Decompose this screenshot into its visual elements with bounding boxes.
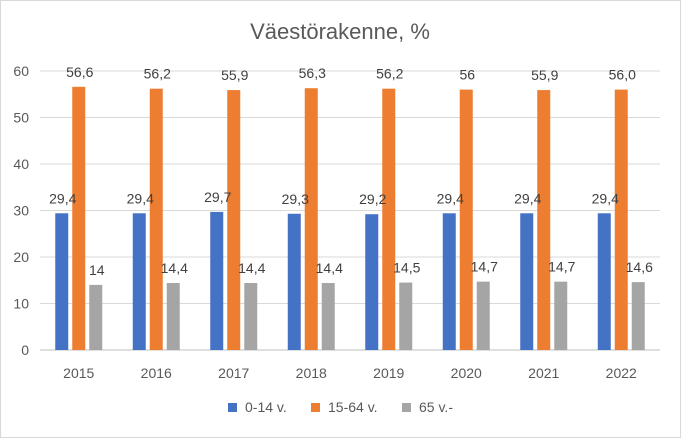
bar bbox=[614, 89, 628, 350]
x-tick-label: 2022 bbox=[606, 365, 637, 381]
x-tick-label: 2015 bbox=[63, 365, 94, 381]
chart-title: Väestörakenne, % bbox=[250, 19, 430, 44]
x-tick-label: 2018 bbox=[296, 365, 327, 381]
bar bbox=[476, 281, 490, 350]
bar bbox=[244, 283, 258, 350]
bar bbox=[442, 213, 456, 350]
data-label: 56,6 bbox=[66, 64, 93, 80]
data-label: 14,5 bbox=[393, 260, 420, 276]
data-label: 56 bbox=[459, 67, 475, 83]
data-label: 55,9 bbox=[221, 67, 248, 83]
x-tick-label: 2021 bbox=[528, 365, 559, 381]
data-label: 29,4 bbox=[437, 190, 464, 206]
data-label: 56,0 bbox=[609, 67, 636, 83]
y-axis-ticks: 0 10 20 30 40 50 60 bbox=[13, 63, 29, 358]
bar bbox=[287, 213, 301, 350]
x-tick-label: 2019 bbox=[373, 365, 404, 381]
data-label: 29,4 bbox=[592, 190, 619, 206]
x-tick-label: 2016 bbox=[141, 365, 172, 381]
bar bbox=[365, 214, 379, 350]
bar bbox=[597, 213, 611, 350]
data-label: 29,4 bbox=[127, 190, 154, 206]
legend-swatch bbox=[228, 403, 237, 412]
legend-swatch bbox=[311, 403, 320, 412]
bar bbox=[399, 282, 413, 350]
data-label: 14 bbox=[89, 262, 105, 278]
data-label: 29,2 bbox=[359, 191, 386, 207]
data-label: 14,7 bbox=[471, 259, 498, 275]
y-tick-label: 30 bbox=[13, 203, 29, 219]
bar bbox=[304, 88, 318, 350]
bar bbox=[459, 89, 473, 350]
legend-label: 15-64 v. bbox=[328, 399, 378, 415]
bar bbox=[631, 282, 645, 350]
data-label: 14,4 bbox=[316, 260, 343, 276]
legend-label: 65 v.- bbox=[419, 399, 453, 415]
y-tick-label: 0 bbox=[21, 342, 29, 358]
data-label: 14,4 bbox=[238, 260, 265, 276]
data-label: 55,9 bbox=[531, 67, 558, 83]
bar bbox=[520, 213, 534, 350]
legend-label: 0-14 v. bbox=[245, 399, 287, 415]
x-tick-label: 2020 bbox=[451, 365, 482, 381]
data-label: 29,4 bbox=[49, 190, 76, 206]
data-label: 56,2 bbox=[144, 66, 171, 82]
bar bbox=[72, 86, 86, 350]
bar bbox=[166, 283, 180, 350]
bar bbox=[537, 90, 551, 350]
data-label: 14,6 bbox=[626, 259, 653, 275]
data-labels: 29,4 56,6 14 29,4 56,2 14,4 29,7 55,9 14,4 29,3 56… bbox=[49, 64, 653, 278]
bar bbox=[89, 284, 103, 350]
data-label: 29,4 bbox=[514, 190, 541, 206]
data-label: 56,3 bbox=[299, 65, 326, 81]
legend-swatch bbox=[402, 403, 411, 412]
data-label: 29,7 bbox=[204, 189, 231, 205]
legend: 0-14 v. 15-64 v. 65 v.- bbox=[228, 399, 453, 415]
bar bbox=[149, 88, 163, 351]
data-label: 14,7 bbox=[548, 259, 575, 275]
y-tick-label: 20 bbox=[13, 249, 29, 265]
bar bbox=[321, 283, 335, 350]
x-tick-label: 2017 bbox=[218, 365, 249, 381]
data-label: 56,2 bbox=[376, 66, 403, 82]
y-tick-label: 10 bbox=[13, 296, 29, 312]
y-tick-label: 40 bbox=[13, 156, 29, 172]
data-label: 14,4 bbox=[161, 260, 188, 276]
x-axis-ticks: 2015 2016 2017 2018 2019 2020 2021 2022 bbox=[63, 365, 637, 381]
data-label: 29,3 bbox=[282, 191, 309, 207]
bars bbox=[55, 86, 645, 351]
bar bbox=[55, 213, 69, 350]
bar bbox=[132, 213, 146, 350]
bar bbox=[554, 281, 568, 350]
y-tick-label: 60 bbox=[13, 63, 29, 79]
bar bbox=[382, 88, 396, 351]
bar bbox=[227, 90, 241, 350]
y-tick-label: 50 bbox=[13, 110, 29, 126]
bar bbox=[210, 211, 224, 350]
